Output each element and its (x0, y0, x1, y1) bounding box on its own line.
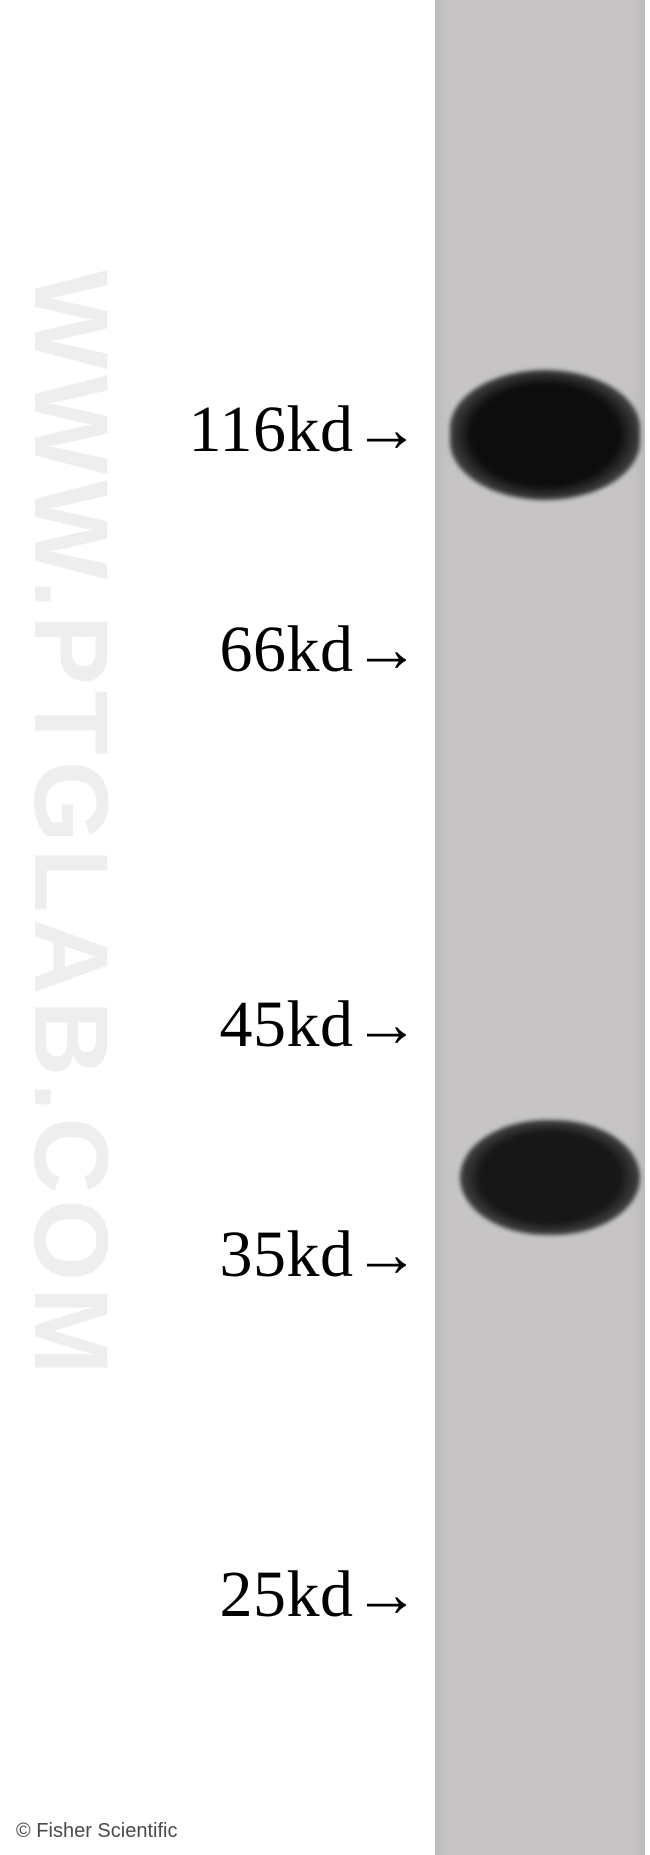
band-116kd (450, 370, 640, 500)
band-37kd (460, 1120, 640, 1235)
marker-label: 66kd→ (220, 612, 421, 688)
blot-canvas: 116kd→ 66kd→ 45kd→ 35kd→ 25kd→ WWW.PTGLAB.CO… (0, 0, 650, 1855)
watermark-text: WWW.PTGLAB.COM (10, 270, 130, 1380)
marker-label: 45kd→ (220, 987, 421, 1063)
copyright-caption: © Fisher Scientific (16, 1820, 177, 1843)
marker-label: 116kd→ (188, 392, 420, 468)
gel-lane (435, 0, 645, 1855)
marker-label: 35kd→ (220, 1217, 421, 1293)
marker-label: 25kd→ (220, 1557, 421, 1633)
